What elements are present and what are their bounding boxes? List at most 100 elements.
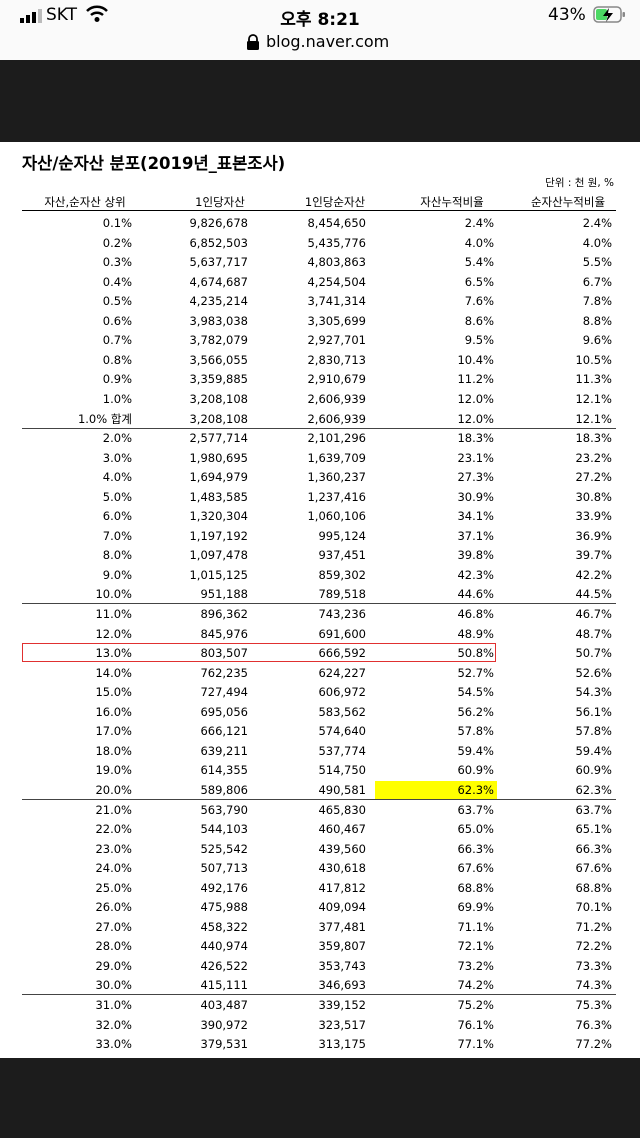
table-cell: 440,974 (200, 939, 248, 954)
table-cell: 19.0% (95, 763, 132, 778)
table-cell: 54.5% (457, 685, 494, 700)
table-cell: 525,542 (200, 841, 248, 856)
table-cell: 54.3% (575, 685, 612, 700)
table-cell: 62.3% (457, 782, 494, 797)
table-cell: 7.6% (464, 294, 494, 309)
table-cell: 27.2% (575, 470, 612, 485)
table-cell: 48.7% (575, 626, 612, 641)
table-cell: 403,487 (200, 998, 248, 1012)
status-bar: SKT 오후 8:21 43% blog.naver.com (0, 0, 640, 60)
table-cell: 490,581 (318, 782, 366, 797)
table-cell: 359,807 (318, 939, 366, 954)
table-cell: 11.2% (457, 372, 494, 387)
table-cell: 68.8% (575, 880, 612, 895)
table-cell: 937,451 (318, 548, 366, 563)
table-cell: 23.2% (575, 450, 612, 465)
table-cell: 23.1% (457, 450, 494, 465)
table-cell: 9.0% (102, 567, 132, 582)
table-cell: 20.0% (95, 782, 132, 797)
table-cell: 845,976 (200, 626, 248, 641)
table-cell: 492,176 (200, 880, 248, 895)
table-cell: 72.2% (575, 939, 612, 954)
table-cell: 409,094 (318, 900, 366, 915)
table-cell: 8,454,650 (307, 216, 366, 230)
table-cell: 59.4% (457, 743, 494, 758)
table-cell: 743,236 (318, 607, 366, 621)
table-cell: 4.0% (582, 235, 612, 250)
table-cell: 1,639,709 (307, 450, 366, 465)
red-box (22, 643, 496, 663)
table-cell: 614,355 (200, 763, 248, 778)
table-cell: 3,741,314 (307, 294, 366, 309)
column-header: 1인당자산 (195, 195, 245, 209)
table-cell: 70.1% (575, 900, 612, 915)
table-cell: 353,743 (318, 958, 366, 973)
table-cell: 339,152 (318, 998, 366, 1012)
table-cell: 1,015,125 (189, 567, 248, 582)
table-cell: 6.0% (102, 509, 132, 524)
table-cell: 5,435,776 (307, 235, 366, 250)
section-rule (22, 994, 616, 996)
signal-icon (20, 9, 42, 23)
table-cell: 695,056 (200, 704, 248, 719)
table-cell: 75.2% (457, 998, 494, 1012)
table-cell: 2.0% (102, 431, 132, 446)
table-cell: 3,983,038 (189, 313, 248, 328)
table-cell: 2.4% (582, 216, 612, 230)
table-cell: 23.0% (95, 841, 132, 856)
table-cell: 1,320,304 (189, 509, 248, 524)
table-cell: 39.7% (575, 548, 612, 563)
table-cell: 57.8% (575, 724, 612, 739)
table-cell: 77.1% (457, 1037, 494, 1052)
clock: 오후 8:21 (280, 10, 360, 30)
table-cell: 66.3% (575, 841, 612, 856)
table-cell: 12.0% (457, 391, 494, 406)
bottom-band (0, 1058, 640, 1138)
table-cell: 52.6% (575, 665, 612, 680)
table-cell: 377,481 (318, 919, 366, 934)
table-cell: 36.9% (575, 528, 612, 543)
table-cell: 323,517 (318, 1017, 366, 1032)
table-cell: 4,254,504 (307, 274, 366, 289)
table-cell: 2,101,296 (307, 431, 366, 446)
table-cell: 5.4% (464, 255, 494, 270)
table-cell: 789,518 (318, 587, 366, 602)
table-cell: 65.0% (457, 822, 494, 837)
carrier: SKT (46, 5, 78, 25)
table-cell: 417,812 (318, 880, 366, 895)
table-cell: 24.0% (95, 861, 132, 876)
table-cell: 44.5% (575, 587, 612, 602)
table-cell: 14.0% (95, 665, 132, 680)
table-cell: 17.0% (95, 724, 132, 739)
table-cell: 4.0% (464, 235, 494, 250)
table-cell: 18.0% (95, 743, 132, 758)
battery-percent: 43% (548, 5, 586, 25)
table-cell: 2,606,939 (307, 411, 366, 426)
table-cell: 0.2% (102, 235, 132, 250)
url[interactable]: blog.naver.com (266, 32, 390, 51)
table-cell: 48.9% (457, 626, 494, 641)
table-cell: 16.0% (95, 704, 132, 719)
table-cell: 15.0% (95, 685, 132, 700)
table-cell: 2,927,701 (307, 333, 366, 348)
table-cell: 31.0% (95, 998, 132, 1012)
table-cell: 430,618 (318, 861, 366, 876)
table-cell: 74.2% (457, 978, 494, 993)
table-cell: 30.9% (457, 489, 494, 504)
table-cell: 3,566,055 (189, 352, 248, 367)
section-rule (22, 603, 616, 605)
table-cell: 69.9% (457, 900, 494, 915)
table-cell: 3,305,699 (307, 313, 366, 328)
table-image: 자산/순자산 분포(2019년_표본조사) 단위 : 천 원, % 자산,순자산 상… (0, 142, 640, 1058)
table-cell: 74.3% (575, 978, 612, 993)
table-cell: 1,097,478 (189, 548, 248, 563)
table-cell: 10.0% (95, 587, 132, 602)
table-cell: 666,592 (318, 646, 366, 661)
table-cell: 52.7% (457, 665, 494, 680)
table-cell: 639,211 (200, 743, 248, 758)
table-cell: 68.8% (457, 880, 494, 895)
table-cell: 75.3% (575, 998, 612, 1012)
table-cell: 10.4% (457, 352, 494, 367)
table-cell: 4,235,214 (189, 294, 248, 309)
lock-icon (247, 34, 259, 50)
